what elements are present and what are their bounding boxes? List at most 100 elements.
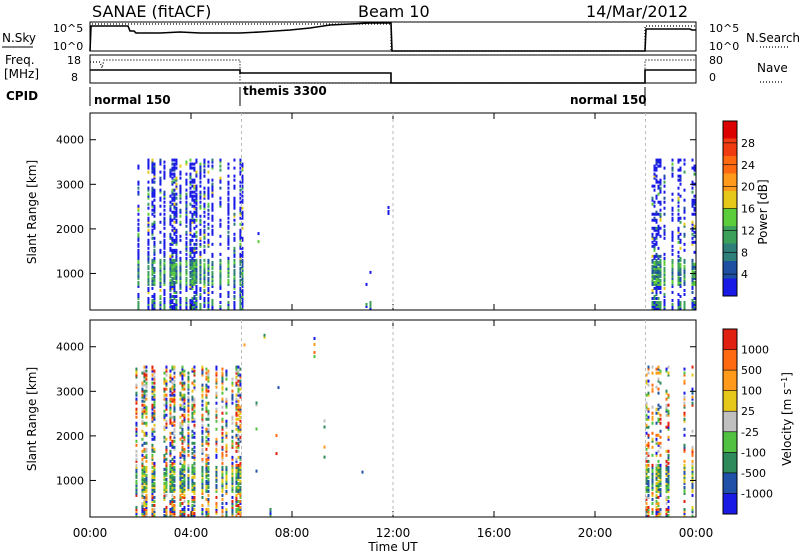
echo-cell (205, 465, 208, 469)
echo-cell (667, 489, 670, 493)
echo-cell (181, 481, 184, 485)
echo-cell (683, 403, 686, 407)
echo-cell (207, 441, 210, 445)
echo-cell (179, 258, 182, 262)
echo-cell (655, 465, 658, 469)
echo-cell (163, 164, 166, 168)
echo-cell (211, 188, 214, 192)
colorbar-tick-label: -25 (741, 426, 759, 439)
echo-cell (207, 385, 210, 389)
echo-cell (189, 162, 192, 166)
echo-cell (203, 190, 206, 194)
echo-cell (193, 234, 196, 238)
echo-cell (677, 262, 680, 266)
echo-cell (193, 248, 196, 252)
echo-cell (173, 276, 176, 280)
echo-cell (183, 417, 186, 421)
echo-cell (159, 296, 162, 300)
echo-cell (677, 196, 680, 200)
echo-cell (241, 164, 244, 168)
echo-cell (671, 232, 674, 236)
echo-cell (153, 509, 156, 513)
echo-cell (171, 399, 174, 403)
echo-cell (175, 252, 178, 256)
echo-cell (201, 509, 204, 513)
echo-cell (183, 457, 186, 461)
echo-cell (241, 186, 244, 190)
echo-cell (663, 262, 666, 266)
echo-cell (135, 373, 138, 377)
echo-cell (189, 222, 192, 226)
echo-cell (237, 499, 240, 503)
echo-cell (651, 463, 654, 467)
echo-cell (219, 158, 222, 162)
echo-cell (203, 232, 206, 236)
echo-cell (147, 286, 150, 290)
echo-cell (185, 296, 188, 300)
echo-cell (189, 264, 192, 268)
echo-cell (691, 473, 694, 477)
echo-cell (189, 218, 192, 222)
echo-cell (137, 212, 140, 216)
echo-cell (153, 511, 156, 515)
echo-cell (159, 162, 162, 166)
echo-cell (153, 222, 156, 226)
echo-cell (143, 473, 146, 477)
echo-cell (189, 300, 192, 304)
echo-cell (237, 429, 240, 433)
echo-cell (233, 262, 236, 266)
echo-cell (141, 449, 144, 453)
echo-cell (225, 501, 228, 505)
echo-cell (163, 196, 166, 200)
nsearch-label: N.Search (746, 31, 800, 45)
echo-cell (143, 467, 146, 471)
echo-cell (173, 397, 176, 401)
echo-cell (143, 449, 146, 453)
freq-panel: Freq. [MHz] 18 8 80 0 Nave (4, 53, 788, 84)
echo-cell (141, 387, 144, 391)
echo-cell (201, 457, 204, 461)
echo-cell (163, 415, 166, 419)
echo-cell (141, 469, 144, 473)
echo-cell (163, 395, 166, 399)
echo-cell (153, 180, 156, 184)
echo-cell (193, 417, 196, 421)
echo-cell (169, 463, 172, 467)
echo-cell (173, 192, 176, 196)
echo-cell (201, 395, 204, 399)
echo-cell (653, 204, 656, 208)
echo-cell (227, 262, 230, 266)
nsky-label: N.Sky (2, 31, 36, 45)
echo-cell (239, 212, 242, 216)
echo-cell (159, 280, 162, 284)
echo-cell (169, 298, 172, 302)
echo-cell (207, 188, 210, 192)
echo-cell (205, 441, 208, 445)
echo-cell (207, 160, 210, 164)
echo-cell (173, 409, 176, 413)
echo-cell (655, 509, 658, 513)
echo-cell (191, 268, 194, 272)
echo-cell (183, 453, 186, 457)
colorbar-tick-label: 4 (741, 268, 748, 281)
echo-cell (179, 268, 182, 272)
echo-cell (171, 240, 174, 244)
echo-cell (651, 307, 654, 310)
echo-cell (651, 270, 654, 274)
echo-cell (239, 222, 242, 226)
echo-cell (221, 379, 224, 383)
echo-cell (203, 214, 206, 218)
echo-cell (137, 262, 140, 266)
echo-cell (663, 206, 666, 210)
echo-cell (173, 435, 176, 439)
echo-cell (163, 435, 166, 439)
echo-cell (657, 501, 660, 505)
echo-cell (165, 373, 168, 377)
echo-cell (241, 222, 244, 226)
echo-cell (169, 280, 172, 284)
echo-cell (655, 236, 658, 240)
echo-cell (657, 307, 660, 310)
echo-cell (239, 280, 242, 284)
echo-cell (225, 491, 228, 495)
echo-cell (679, 262, 682, 266)
